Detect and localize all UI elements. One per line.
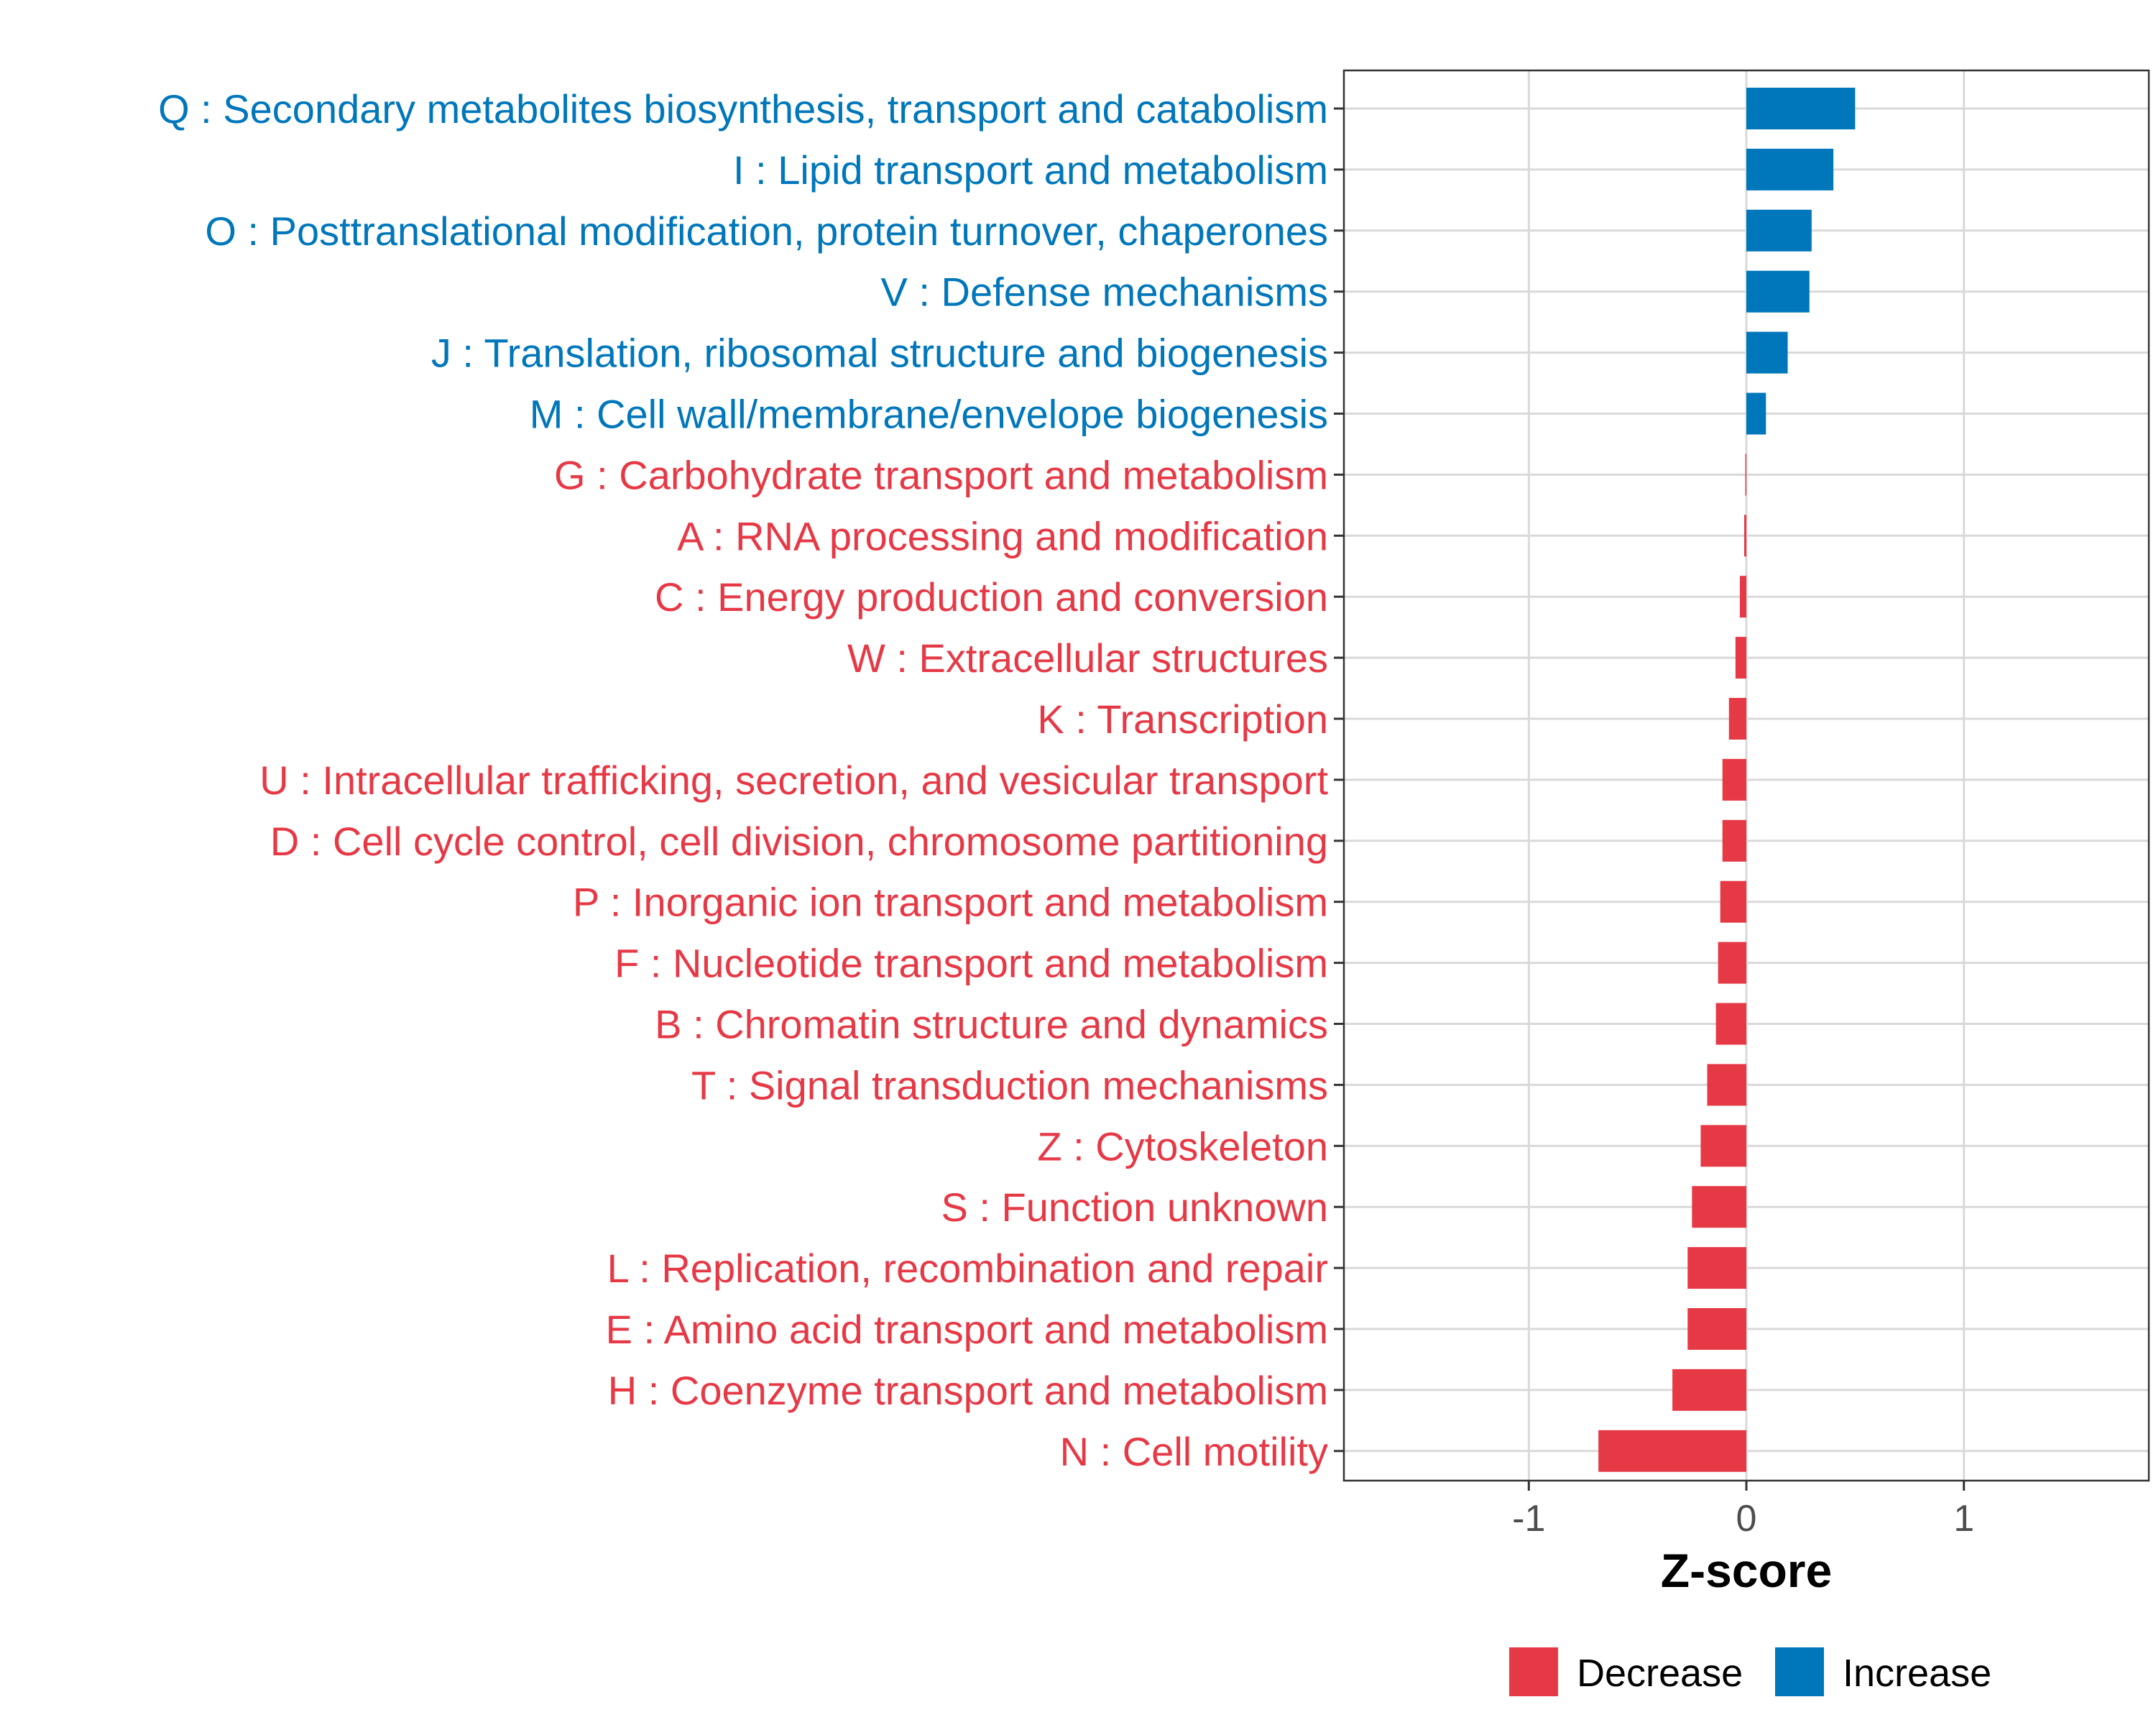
category-label: V : Defense mechanisms xyxy=(881,270,1328,315)
bar-q xyxy=(1746,88,1856,129)
category-label: J : Translation, ribosomal structure and… xyxy=(431,331,1328,376)
bar-h xyxy=(1672,1368,1746,1411)
category-label: G : Carbohydrate transport and metabolis… xyxy=(554,452,1328,497)
x-axis-title: Z-score xyxy=(1661,1544,1832,1597)
legend-swatch-increase xyxy=(1775,1647,1824,1696)
bar-p xyxy=(1720,880,1746,923)
category-label: N : Cell motility xyxy=(1060,1429,1328,1474)
category-label: Z : Cytoskeleton xyxy=(1037,1123,1328,1169)
x-tick-label: 1 xyxy=(1953,1498,1974,1540)
legend-label-decrease: Decrease xyxy=(1577,1652,1743,1695)
y-axis-category-labels: Q : Secondary metabolites biosynthesis, … xyxy=(158,86,1328,1474)
bar-a xyxy=(1743,515,1746,557)
bar-o xyxy=(1746,209,1812,252)
x-tick-label: 0 xyxy=(1736,1498,1757,1540)
bar-k xyxy=(1728,698,1746,740)
category-label: L : Replication, recombination and repai… xyxy=(607,1246,1328,1291)
bar-e xyxy=(1687,1308,1746,1350)
bar-i xyxy=(1746,148,1834,190)
category-label: H : Coenzyme transport and metabolism xyxy=(608,1368,1328,1413)
x-axis-ticks: -1 0 1 xyxy=(1512,1481,1974,1540)
bar-j xyxy=(1746,331,1788,374)
category-label: A : RNA processing and modification xyxy=(677,513,1328,558)
category-label: W : Extracellular structures xyxy=(847,635,1328,681)
category-label: U : Intracellular trafficking, secretion… xyxy=(259,758,1328,803)
legend-label-increase: Increase xyxy=(1843,1652,1991,1695)
bar-f xyxy=(1718,942,1746,984)
category-label: P : Inorganic ion transport and metaboli… xyxy=(573,880,1328,925)
category-label: D : Cell cycle control, cell division, c… xyxy=(270,819,1328,864)
bar-m xyxy=(1746,392,1766,435)
bar-v xyxy=(1746,270,1810,313)
x-tick-label: -1 xyxy=(1512,1498,1545,1540)
bar-series xyxy=(1598,88,1856,1472)
bar-w xyxy=(1735,637,1746,679)
category-label: I : Lipid transport and metabolism xyxy=(733,147,1328,193)
bar-n xyxy=(1598,1430,1746,1472)
category-label: K : Transcription xyxy=(1037,696,1328,742)
category-label: C : Energy production and conversion xyxy=(655,574,1328,620)
category-label: M : Cell wall/membrane/envelope biogenes… xyxy=(530,392,1328,437)
bar-l xyxy=(1687,1247,1746,1289)
category-label: E : Amino acid transport and metabolism xyxy=(606,1307,1328,1352)
legend-swatch-decrease xyxy=(1509,1647,1558,1696)
bar-b xyxy=(1715,1003,1746,1045)
bar-z xyxy=(1700,1125,1746,1167)
bar-g xyxy=(1745,454,1746,496)
bar-s xyxy=(1692,1186,1746,1228)
bar-t xyxy=(1707,1064,1746,1106)
bar-c xyxy=(1739,576,1746,618)
category-label: S : Function unknown xyxy=(941,1184,1328,1230)
category-label: Q : Secondary metabolites biosynthesis, … xyxy=(158,86,1328,132)
category-label: F : Nucleotide transport and metabolism xyxy=(614,941,1328,986)
bar-u xyxy=(1722,758,1746,801)
category-label: T : Signal transduction mechanisms xyxy=(691,1062,1328,1108)
legend: Decrease Increase xyxy=(1509,1647,1991,1696)
bar-d xyxy=(1722,819,1746,862)
category-label: O : Posttranslational modification, prot… xyxy=(205,208,1328,254)
y-axis-ticks xyxy=(1334,107,1344,1453)
category-label: B : Chromatin structure and dynamics xyxy=(655,1002,1328,1047)
